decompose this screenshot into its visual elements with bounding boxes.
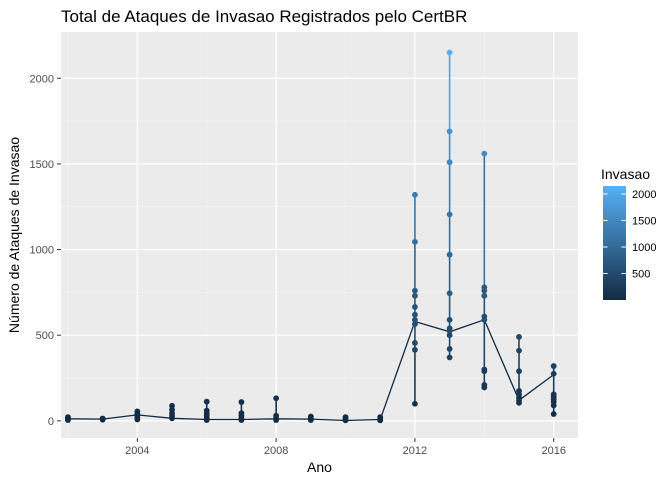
grid-major xyxy=(61,32,578,438)
data-point xyxy=(446,128,453,135)
data-point xyxy=(412,287,418,294)
colorbar xyxy=(603,186,626,300)
x-axis: 2004 2008 2012 2016 xyxy=(125,438,566,457)
data-point xyxy=(446,159,453,166)
y-tick-label: 1500 xyxy=(30,159,54,171)
data-point xyxy=(516,399,522,406)
data-point xyxy=(550,363,557,369)
data-point xyxy=(342,417,349,424)
data-point xyxy=(203,417,210,423)
data-point xyxy=(516,334,522,340)
data-point xyxy=(446,346,453,352)
data-point xyxy=(412,400,418,407)
data-point xyxy=(550,411,557,417)
data-point xyxy=(273,395,280,402)
data-point xyxy=(550,370,557,377)
x-axis-title: Ano xyxy=(307,459,332,475)
data-point xyxy=(481,316,488,323)
data-point xyxy=(446,251,453,258)
chart-title: Total de Ataques de Invasao Registrados … xyxy=(61,7,467,26)
data-point xyxy=(481,287,488,294)
y-tick-label: 1000 xyxy=(30,245,54,257)
data-point xyxy=(238,399,245,405)
colorbar-label: 1000 xyxy=(632,242,656,254)
legend-title: Invasao xyxy=(601,166,650,182)
data-point xyxy=(412,311,418,318)
legend: Invasao 500 1000 1500 2000 xyxy=(601,166,656,300)
data-point xyxy=(412,340,418,346)
data-point xyxy=(273,417,280,423)
data-point xyxy=(412,316,418,323)
data-point xyxy=(412,346,418,353)
y-axis-title: Número de Ataques de Invasao xyxy=(6,137,22,333)
colorbar-label: 1500 xyxy=(632,215,656,227)
data-point xyxy=(412,191,418,198)
data-point xyxy=(65,417,71,423)
data-point xyxy=(481,292,488,299)
data-point xyxy=(550,402,557,409)
data-point xyxy=(307,417,314,423)
data-point xyxy=(446,290,453,297)
data-point xyxy=(412,321,418,327)
x-tick-label: 2016 xyxy=(541,445,565,457)
y-axis: 0 500 1000 1500 2000 xyxy=(30,73,61,428)
data-point xyxy=(134,416,141,423)
y-tick-label: 0 xyxy=(48,416,54,428)
data-point xyxy=(516,368,522,375)
grid-minor xyxy=(61,32,578,438)
colorbar-label: 2000 xyxy=(632,189,656,201)
data-point xyxy=(238,417,245,423)
x-tick-label: 2012 xyxy=(403,445,427,457)
data-point xyxy=(446,332,453,339)
data-point xyxy=(169,415,175,422)
data-point xyxy=(481,368,488,375)
data-point xyxy=(377,417,384,424)
colorbar-label: 500 xyxy=(632,268,650,280)
points-layer xyxy=(65,49,557,424)
data-point xyxy=(446,49,453,56)
x-tick-label: 2008 xyxy=(264,445,288,457)
legend-ticks: 500 1000 1500 2000 xyxy=(603,189,656,280)
data-point xyxy=(446,354,453,361)
data-point xyxy=(203,398,210,405)
y-tick-label: 2000 xyxy=(30,73,54,85)
plot-panel xyxy=(61,32,578,438)
y-tick-label: 500 xyxy=(36,330,54,342)
data-point xyxy=(412,292,418,299)
x-tick-label: 2004 xyxy=(125,445,149,457)
data-point xyxy=(412,304,418,310)
data-point xyxy=(516,347,522,354)
data-point xyxy=(481,150,488,157)
data-point xyxy=(446,211,453,218)
data-point xyxy=(412,238,418,245)
data-point xyxy=(99,416,106,423)
data-point xyxy=(481,384,488,391)
data-point xyxy=(446,316,453,323)
data-point xyxy=(446,328,453,334)
